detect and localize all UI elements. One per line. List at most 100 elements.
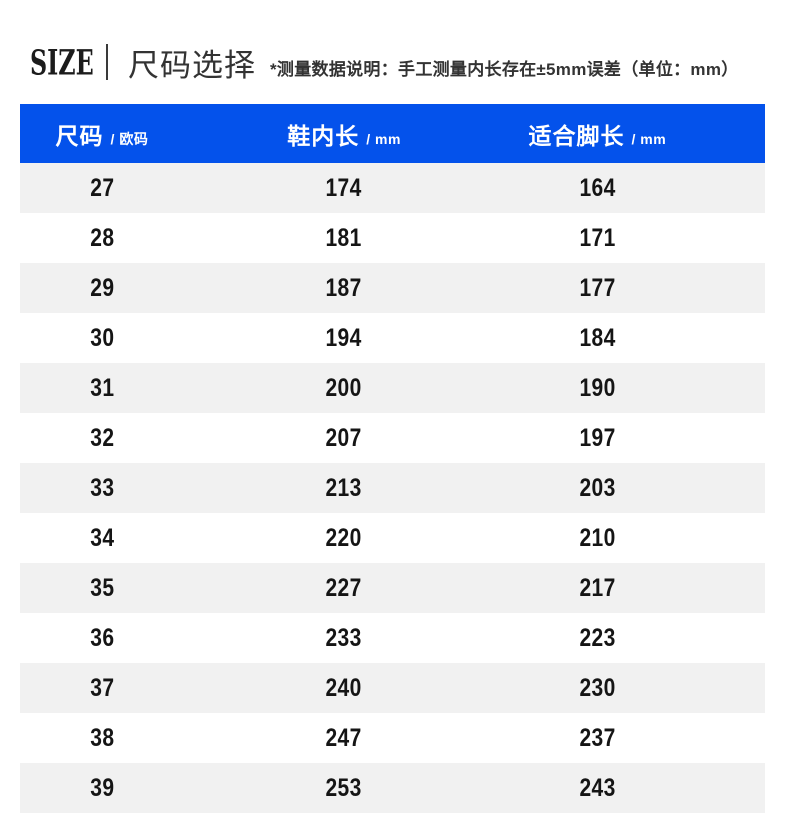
- cell-inner-length: 194: [184, 324, 504, 353]
- cell-value: 210: [579, 523, 616, 552]
- cell-value: 223: [579, 623, 616, 652]
- cell-foot-length: 203: [504, 474, 690, 503]
- cell-value: 31: [89, 373, 115, 402]
- table-row: 29 187 177: [20, 263, 765, 313]
- cell-value: 39: [89, 773, 115, 802]
- cell-foot-length: 164: [504, 174, 690, 203]
- cell-value: 184: [579, 323, 616, 352]
- cell-value: 28: [89, 223, 115, 252]
- table-row: 30 194 184: [20, 313, 765, 363]
- cell-size: 35: [20, 574, 184, 603]
- column-label-foot-length: 适合脚长: [528, 122, 625, 149]
- cell-size: 34: [20, 524, 184, 553]
- cell-foot-length: 230: [504, 674, 690, 703]
- cell-value: 174: [325, 173, 363, 202]
- cell-inner-length: 174: [184, 174, 504, 203]
- column-unit-foot-length: / mm: [631, 130, 667, 147]
- size-logo: SIZE: [30, 41, 94, 83]
- table-row: 27 174 164: [20, 163, 765, 213]
- cell-foot-length: 223: [504, 624, 690, 653]
- cell-inner-length: 227: [184, 574, 504, 603]
- size-table: 尺码 / 欧码 鞋内长 / mm 适合脚长 / mm 27 174 164 28 18…: [20, 104, 765, 813]
- cell-value: 27: [89, 173, 115, 202]
- table-row: 28 181 171: [20, 213, 765, 263]
- cell-foot-length: 210: [504, 524, 690, 553]
- cell-size: 33: [20, 474, 184, 503]
- cell-size: 30: [20, 324, 184, 353]
- cell-foot-length: 171: [504, 224, 690, 253]
- cell-value: 203: [579, 473, 616, 502]
- cell-value: 237: [579, 723, 616, 752]
- cell-value: 36: [89, 623, 115, 652]
- cell-foot-length: 243: [504, 774, 690, 803]
- column-header-foot-length: 适合脚长 / mm: [504, 117, 690, 151]
- cell-size: 38: [20, 724, 184, 753]
- cell-value: 32: [89, 423, 115, 452]
- table-row: 31 200 190: [20, 363, 765, 413]
- table-row: 37 240 230: [20, 663, 765, 713]
- cell-value: 240: [325, 673, 363, 702]
- cell-foot-length: 197: [504, 424, 690, 453]
- cell-foot-length: 237: [504, 724, 690, 753]
- cell-value: 227: [325, 573, 363, 602]
- size-logo-wrap: SIZE: [30, 41, 94, 83]
- cell-foot-length: 217: [504, 574, 690, 603]
- cell-size: 39: [20, 774, 184, 803]
- cell-inner-length: 253: [184, 774, 504, 803]
- cell-inner-length: 247: [184, 724, 504, 753]
- column-label-size: 尺码: [55, 122, 104, 149]
- cell-value: 171: [579, 223, 616, 252]
- cell-value: 217: [579, 573, 616, 602]
- cell-value: 164: [579, 173, 616, 202]
- table-header-row: 尺码 / 欧码 鞋内长 / mm 适合脚长 / mm: [20, 104, 765, 163]
- column-unit-inner-length: / mm: [366, 130, 401, 147]
- cell-value: 38: [89, 723, 115, 752]
- cell-value: 33: [89, 473, 115, 502]
- cell-value: 190: [579, 373, 616, 402]
- cell-value: 243: [579, 773, 616, 802]
- cell-inner-length: 207: [184, 424, 504, 453]
- cell-size: 32: [20, 424, 184, 453]
- cell-value: 220: [325, 523, 363, 552]
- cell-value: 200: [325, 373, 363, 402]
- cell-foot-length: 184: [504, 324, 690, 353]
- header-divider: [106, 44, 108, 80]
- cell-value: 207: [325, 423, 363, 452]
- cell-value: 233: [325, 623, 363, 652]
- page-title: 尺码选择: [128, 47, 256, 83]
- column-header-inner-length: 鞋内长 / mm: [184, 117, 504, 151]
- cell-value: 181: [325, 223, 363, 252]
- cell-size: 37: [20, 674, 184, 703]
- cell-value: 37: [89, 673, 115, 702]
- cell-value: 253: [325, 773, 363, 802]
- cell-inner-length: 240: [184, 674, 504, 703]
- column-header-size: 尺码 / 欧码: [20, 117, 184, 151]
- table-row: 34 220 210: [20, 513, 765, 563]
- cell-value: 213: [325, 473, 363, 502]
- cell-foot-length: 190: [504, 374, 690, 403]
- cell-foot-length: 177: [504, 274, 690, 303]
- cell-inner-length: 233: [184, 624, 504, 653]
- column-label-inner-length: 鞋内长: [287, 122, 360, 149]
- table-row: 35 227 217: [20, 563, 765, 613]
- measurement-note: *测量数据说明：手工测量内长存在±5mm误差（单位：mm）: [270, 59, 739, 79]
- cell-value: 30: [89, 323, 115, 352]
- column-unit-size: / 欧码: [110, 130, 149, 147]
- cell-inner-length: 220: [184, 524, 504, 553]
- cell-inner-length: 200: [184, 374, 504, 403]
- cell-value: 34: [89, 523, 115, 552]
- cell-value: 35: [89, 573, 115, 602]
- cell-value: 194: [325, 323, 363, 352]
- table-row: 38 247 237: [20, 713, 765, 763]
- cell-value: 247: [325, 723, 363, 752]
- cell-value: 197: [579, 423, 616, 452]
- size-table-body: 27 174 164 28 181 171 29 187 177 30 194 …: [20, 163, 765, 813]
- cell-value: 177: [579, 273, 616, 302]
- table-row: 32 207 197: [20, 413, 765, 463]
- table-row: 33 213 203: [20, 463, 765, 513]
- table-row: 36 233 223: [20, 613, 765, 663]
- cell-value: 29: [89, 273, 115, 302]
- page-header: SIZE 尺码选择 *测量数据说明：手工测量内长存在±5mm误差（单位：mm）: [0, 0, 790, 86]
- cell-inner-length: 213: [184, 474, 504, 503]
- cell-value: 230: [579, 673, 616, 702]
